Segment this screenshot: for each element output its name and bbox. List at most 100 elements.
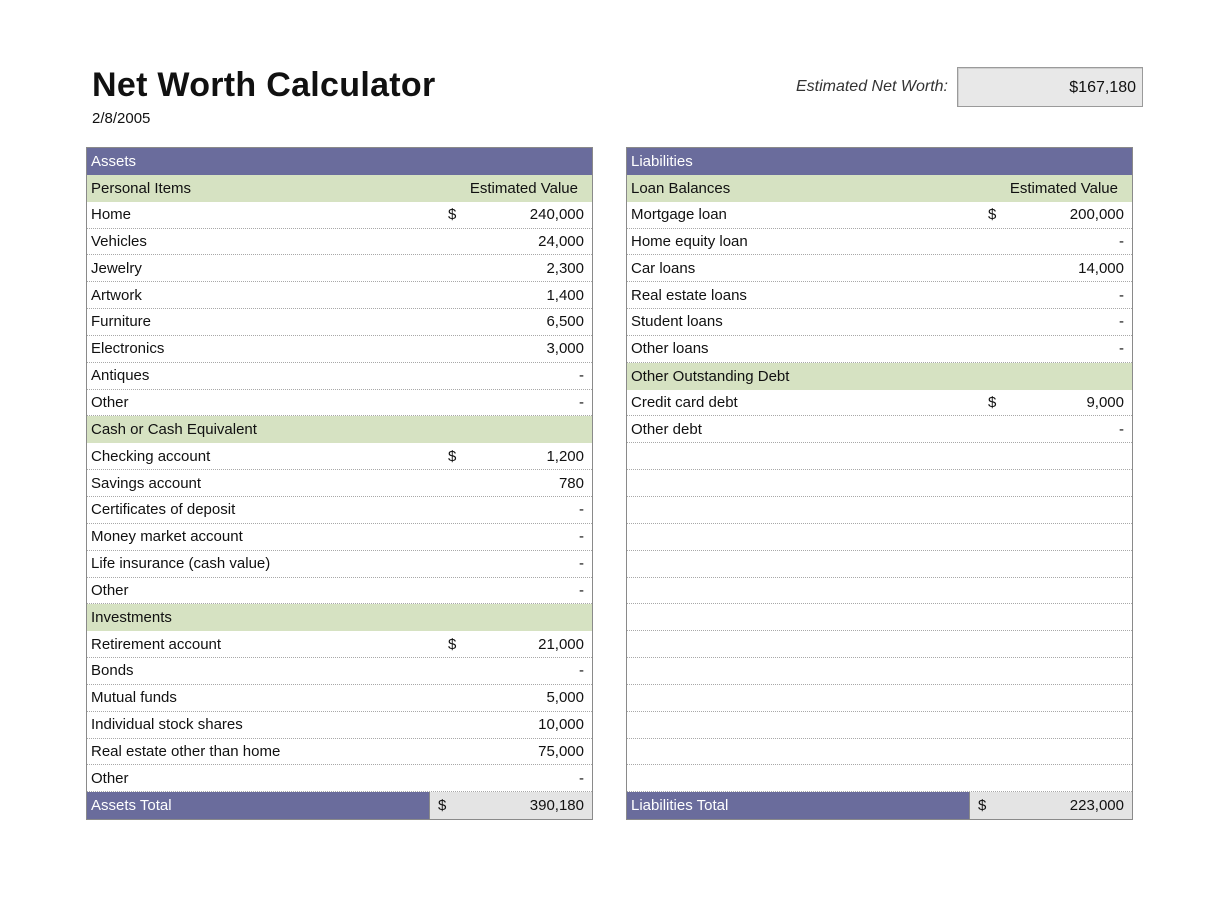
value-column-header: Estimated Value [1009,179,1118,197]
value-cell[interactable]: 1,400 [546,286,584,304]
liabilities-title: Liabilities [631,152,693,170]
value-cell[interactable]: 24,000 [538,232,584,250]
table-row: Furniture 6,500 [87,309,592,336]
row-label: Home equity loan [631,232,748,250]
table-row: Checking account $1,200 [87,443,592,471]
row-label: Retirement account [91,635,222,653]
row-label: Antiques [91,367,150,385]
row-label: Vehicles [91,232,147,250]
section-header: Personal Items Estimated Value [87,174,592,202]
value-cell[interactable]: 2,300 [546,259,584,277]
table-row: Other debt - [627,416,1132,444]
assets-total-cell[interactable]: $ 390,180 [429,792,592,820]
empty-row [627,578,1132,605]
table-row: Credit card debt $9,000 [627,390,1132,417]
table-row: Retirement account $21,000 [87,631,592,659]
report-date: 2/8/2005 [92,110,151,127]
table-row: Mutual funds 5,000 [87,685,592,712]
table-row: Vehicles 24,000 [87,229,592,256]
value-cell[interactable]: - [579,367,584,385]
section-header: Other Outstanding Debt [627,362,1132,390]
liabilities-total-row: Liabilities Total $ 223,000 [627,792,1132,820]
net-worth-value[interactable]: $167,180 [957,67,1143,107]
table-row: Home equity loan - [627,229,1132,256]
empty-row [627,524,1132,551]
value-cell[interactable]: 200,000 [1069,206,1124,224]
assets-table: Assets Personal Items Estimated Value Home… [86,147,593,821]
value-cell[interactable]: - [1119,313,1124,331]
value-cell[interactable]: 5,000 [546,689,584,707]
section-title: Cash or Cash Equivalent [91,421,257,439]
row-label: Electronics [91,340,165,358]
value-cell[interactable]: 75,000 [538,742,584,760]
liabilities-body: Loan Balances Estimated Value Mortgage loa… [627,174,1132,793]
section-header: Investments [87,604,592,632]
table-row: Certificates of deposit - [87,497,592,524]
value-cell[interactable]: - [579,528,584,546]
section-title: Personal Items [91,179,192,197]
section-title: Loan Balances [631,179,731,197]
liabilities-header: Liabilities [627,148,1132,175]
row-label: Student loans [631,313,723,331]
table-row: Car loans 14,000 [627,255,1132,283]
row-label: Certificates of deposit [91,501,236,519]
empty-row [627,658,1132,685]
value-cell[interactable]: 10,000 [538,716,584,734]
row-label: Savings account [91,474,202,492]
value-cell[interactable]: - [579,769,584,787]
value-cell[interactable]: - [579,501,584,519]
table-row: Home $240,000 [87,202,592,229]
assets-body: Personal Items Estimated Value Home $240,00… [87,174,592,793]
row-label: Other debt [631,420,702,438]
currency-symbol: $ [448,206,457,224]
value-cell[interactable]: - [579,555,584,573]
empty-row [627,685,1132,712]
row-label: Other [91,769,129,787]
row-label: Mortgage loan [631,206,727,224]
table-row: Other - [87,578,592,605]
row-label: Car loans [631,259,696,277]
table-row: Life insurance (cash value) - [87,551,592,578]
value-cell[interactable]: - [1119,286,1124,304]
row-label: Real estate other than home [91,742,281,760]
value-cell[interactable]: - [579,581,584,599]
empty-row [627,712,1132,739]
value-cell[interactable]: 14,000 [1078,259,1124,277]
value-cell[interactable]: - [1119,420,1124,438]
row-label: Jewelry [91,259,142,277]
page-title: Net Worth Calculator [92,66,436,104]
value-cell[interactable]: 9,000 [1086,394,1124,412]
table-row: Bonds - [87,658,592,685]
liabilities-table: Liabilities Loan Balances Estimated Value… [626,147,1133,821]
table-row: Real estate other than home 75,000 [87,739,592,766]
liabilities-total-cell[interactable]: $ 223,000 [969,792,1132,820]
value-cell[interactable]: - [1119,232,1124,250]
table-row: Real estate loans - [627,282,1132,310]
table-row: Money market account - [87,524,592,551]
row-label: Furniture [91,313,152,331]
empty-row [627,497,1132,524]
value-cell[interactable]: 1,200 [546,447,584,465]
liabilities-total-value: 223,000 [1069,797,1124,815]
currency-symbol: $ [438,797,447,815]
value-cell[interactable]: 21,000 [538,635,584,653]
value-cell[interactable]: 3,000 [546,340,584,358]
assets-total-value: 390,180 [529,797,584,815]
table-row: Other - [87,390,592,417]
row-label: Credit card debt [631,394,738,412]
assets-header: Assets [87,148,592,175]
currency-symbol: $ [988,206,997,224]
currency-symbol: $ [448,447,457,465]
table-row: Other - [87,765,592,793]
table-row: Individual stock shares 10,000 [87,712,592,739]
currency-symbol: $ [988,394,997,412]
row-label: Home [91,206,132,224]
value-cell[interactable]: 240,000 [529,206,584,224]
value-cell[interactable]: 6,500 [546,313,584,331]
table-row: Jewelry 2,300 [87,255,592,283]
value-cell[interactable]: - [579,662,584,680]
value-cell[interactable]: 780 [558,474,584,492]
table-row: Artwork 1,400 [87,282,592,310]
value-cell[interactable]: - [579,394,584,412]
value-cell[interactable]: - [1119,340,1124,358]
